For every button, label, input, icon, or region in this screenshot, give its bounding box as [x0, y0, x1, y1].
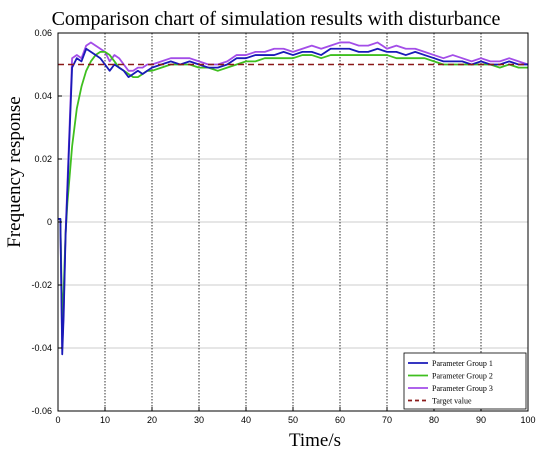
- y-axis-label: Frequency response: [4, 96, 25, 247]
- x-tick-label: 0: [55, 415, 60, 425]
- plot-lines: [58, 41, 529, 356]
- y-tick-label: -0.04: [31, 343, 52, 353]
- x-tick-label: 40: [241, 415, 251, 425]
- x-tick-label: 100: [520, 415, 535, 425]
- y-tick-label: -0.02: [31, 280, 52, 290]
- x-tick-label: 70: [382, 415, 392, 425]
- x-axis-label: Time/s: [289, 430, 341, 451]
- y-tick-label: 0: [47, 217, 52, 227]
- legend-entry: Parameter Group 3: [432, 384, 493, 393]
- legend-entry: Parameter Group 2: [432, 372, 493, 381]
- y-tick-label: 0.02: [34, 154, 52, 164]
- series-line-1: [58, 47, 528, 356]
- x-tick-label: 20: [147, 415, 157, 425]
- x-tick-label: 60: [335, 415, 345, 425]
- legend-entry: Target value: [432, 397, 472, 406]
- series-line-3: [58, 41, 529, 349]
- x-tick-label: 80: [429, 415, 439, 425]
- y-tick-label: 0.06: [34, 28, 52, 38]
- grid: [58, 33, 528, 411]
- x-tick-label: 50: [288, 415, 298, 425]
- legend-entry: Parameter Group 1: [432, 359, 493, 368]
- x-tick-label: 10: [100, 415, 110, 425]
- x-tick-label: 30: [194, 415, 204, 425]
- axis-ticks: -0.06 -0.04 -0.02 0 0.02 0.04 0.06 0 10 20 30 40 50 6…: [31, 28, 535, 425]
- legend: Parameter Group 1 Parameter Group 2 Parame…: [403, 352, 527, 410]
- y-tick-label: -0.06: [31, 406, 52, 416]
- series-line-2: [58, 51, 528, 324]
- y-tick-label: 0.04: [34, 91, 52, 101]
- x-tick-label: 90: [476, 415, 486, 425]
- chart-title: Comparison chart of simulation results w…: [52, 8, 501, 30]
